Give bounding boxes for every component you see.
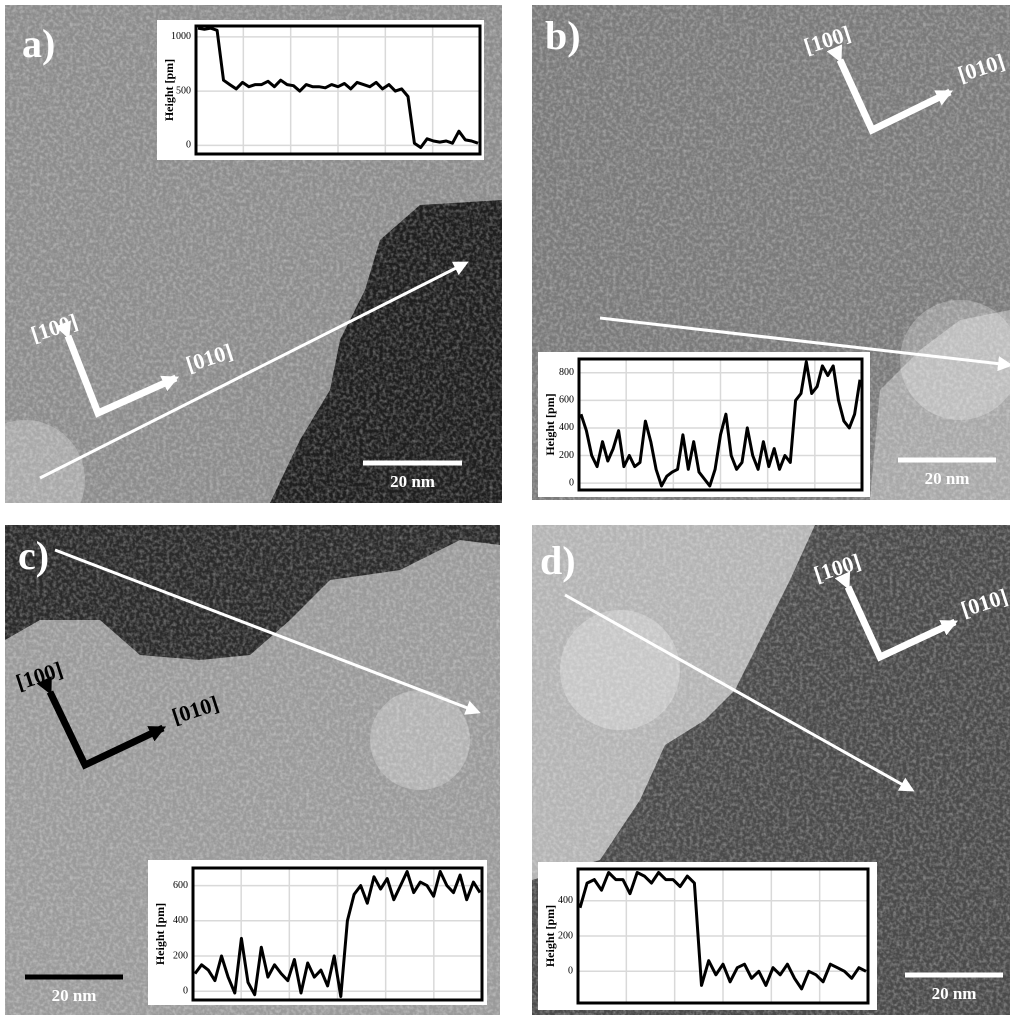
y-tick-label: 0 <box>569 477 574 488</box>
panel-label: b) <box>545 13 581 58</box>
panel-label: a) <box>22 21 55 66</box>
y-axis-label: Height [pm] <box>162 59 176 121</box>
y-axis-label: Height [pm] <box>543 393 557 455</box>
y-tick-label: 0 <box>183 985 188 996</box>
inset-bg <box>157 20 484 160</box>
panel-label: d) <box>540 538 576 583</box>
scale-bar-label: 20 nm <box>390 472 435 491</box>
y-tick-label: 200 <box>558 930 573 941</box>
scale-bar-label: 20 nm <box>925 469 970 488</box>
y-tick-label: 600 <box>173 880 188 891</box>
y-tick-label: 400 <box>558 895 573 906</box>
scale-bar-label: 20 nm <box>52 986 97 1005</box>
y-tick-label: 1000 <box>171 31 191 42</box>
y-tick-label: 0 <box>568 966 573 977</box>
scale-bar-label: 20 nm <box>932 984 977 1003</box>
y-tick-label: 600 <box>559 395 574 406</box>
figure: a)[100][010]20 nm05001000Height [pm]b)[1… <box>0 0 1013 1017</box>
y-tick-label: 0 <box>186 140 191 151</box>
y-tick-label: 500 <box>176 85 191 96</box>
y-tick-label: 400 <box>173 915 188 926</box>
y-tick-label: 400 <box>559 422 574 433</box>
y-tick-label: 800 <box>559 367 574 378</box>
y-axis-label: Height [pm] <box>543 905 557 967</box>
y-axis-label: Height [pm] <box>153 903 167 965</box>
panel-label: c) <box>18 533 49 578</box>
y-tick-label: 200 <box>559 450 574 461</box>
y-tick-label: 200 <box>173 950 188 961</box>
